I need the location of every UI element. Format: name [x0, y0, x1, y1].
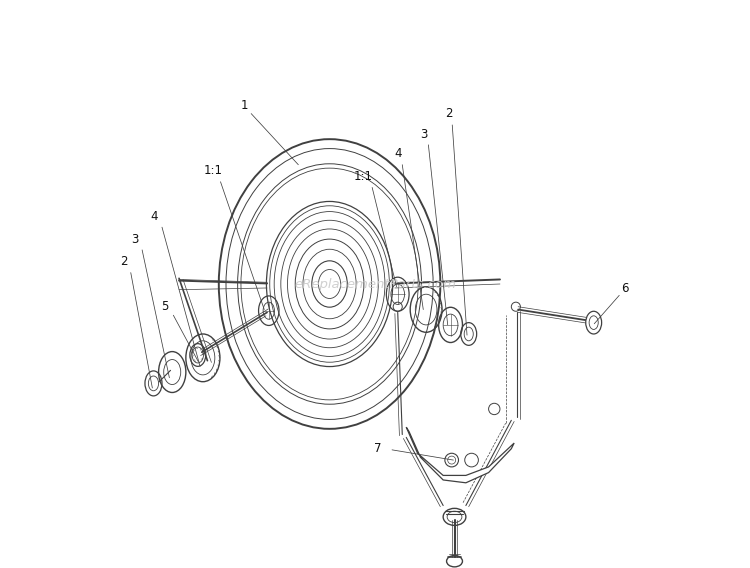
Text: 1: 1 [241, 99, 248, 111]
Polygon shape [406, 427, 514, 483]
Text: 6: 6 [621, 282, 628, 295]
Ellipse shape [445, 453, 458, 467]
Text: 1:1: 1:1 [354, 170, 374, 182]
Ellipse shape [488, 403, 500, 415]
Text: 7: 7 [374, 442, 382, 455]
Text: 2: 2 [445, 107, 452, 120]
Ellipse shape [465, 453, 478, 467]
Text: 5: 5 [161, 300, 169, 313]
Text: 1:1: 1:1 [203, 164, 223, 177]
Text: 3: 3 [131, 233, 139, 246]
Text: eReplacementParts.com: eReplacementParts.com [294, 278, 456, 290]
Ellipse shape [590, 316, 598, 329]
Ellipse shape [586, 311, 602, 334]
Text: 4: 4 [151, 211, 158, 223]
Text: 4: 4 [394, 147, 401, 160]
Text: 2: 2 [120, 255, 128, 268]
Text: 3: 3 [420, 128, 428, 141]
Ellipse shape [448, 456, 456, 464]
